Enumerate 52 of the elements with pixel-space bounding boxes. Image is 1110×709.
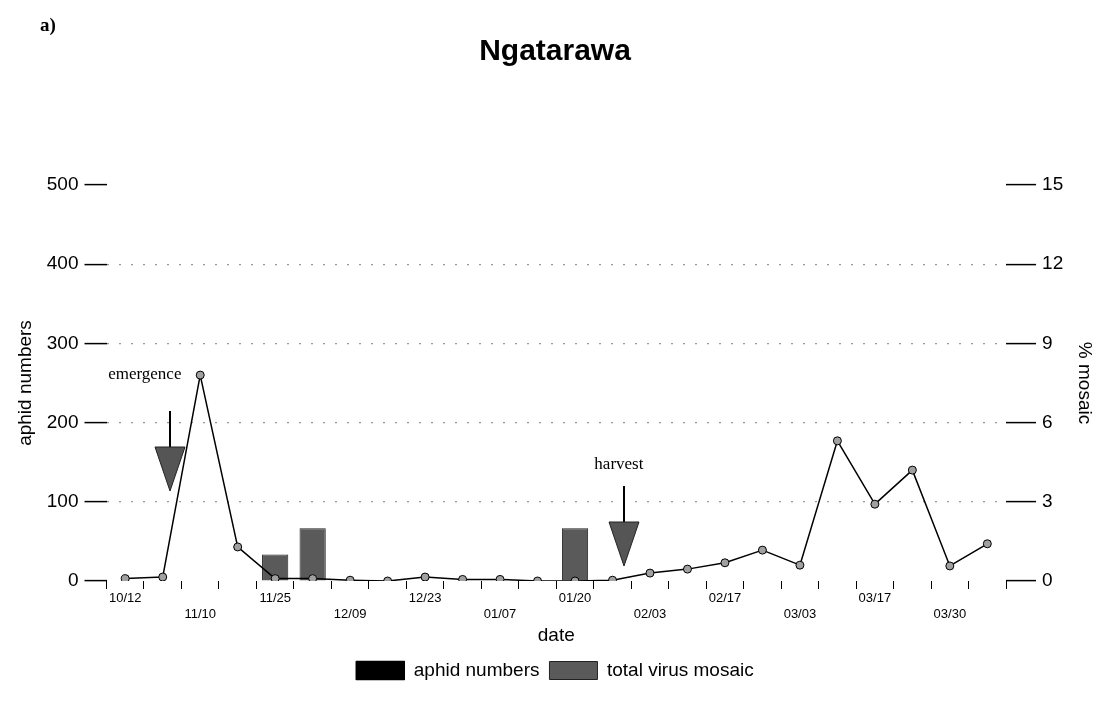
y-tick-label: 0 xyxy=(67,569,79,591)
point xyxy=(645,568,655,578)
point xyxy=(907,465,917,475)
point xyxy=(308,574,318,581)
y2-tick-label: 6 xyxy=(1042,410,1053,432)
point xyxy=(420,572,430,581)
y2-tick-label: 9 xyxy=(1042,331,1053,353)
y2-axis-title: % mosaic xyxy=(1075,341,1097,425)
x-tick-label: 11/10 xyxy=(184,605,216,621)
point xyxy=(757,545,767,555)
annotation: emergence xyxy=(108,364,182,384)
y2-tick-label: 3 xyxy=(1042,490,1053,512)
x-tick-label: 03/03 xyxy=(783,605,817,621)
annotation: harvest xyxy=(594,454,644,474)
y2-tick-label: 15 xyxy=(1042,173,1064,195)
legend-label: total virus mosaic xyxy=(606,658,754,680)
point xyxy=(233,542,243,552)
point xyxy=(795,560,805,570)
point xyxy=(870,499,880,509)
y2-tick-label: 0 xyxy=(1042,569,1053,591)
x-tick-label: 03/17 xyxy=(858,590,892,606)
y-tick-label: 400 xyxy=(46,252,79,274)
x-tick-label: 10/12 xyxy=(108,590,142,606)
text: a) xyxy=(40,14,56,36)
y-tick-label: 100 xyxy=(46,490,79,512)
x-tick-label: 12/09 xyxy=(333,605,367,621)
point xyxy=(495,574,505,581)
point xyxy=(158,572,168,581)
y-axis-title: aphid numbers xyxy=(13,320,35,446)
point xyxy=(270,574,280,581)
point xyxy=(945,561,955,571)
point xyxy=(195,370,205,380)
x-axis-title: date xyxy=(537,623,575,645)
x-tick-label: 03/30 xyxy=(933,605,967,621)
point xyxy=(720,558,730,568)
y-tick-label: 200 xyxy=(46,410,79,432)
point xyxy=(982,539,992,549)
y2-tick-label: 12 xyxy=(1042,252,1064,274)
legend-label: aphid numbers xyxy=(413,658,540,680)
y-tick-label: 500 xyxy=(46,173,79,195)
x-tick-label: 01/20 xyxy=(558,590,592,606)
x-tick-label: 11/25 xyxy=(259,590,291,606)
x-tick-label: 12/23 xyxy=(408,590,442,606)
point xyxy=(120,574,130,581)
point xyxy=(458,574,468,581)
x-tick-label: 02/03 xyxy=(633,605,667,621)
y-tick-label: 300 xyxy=(46,331,79,353)
x-tick-label: 01/07 xyxy=(483,605,517,621)
chart-title: Ngatarawa xyxy=(479,33,632,67)
point xyxy=(832,436,842,446)
point xyxy=(682,564,692,574)
x-tick-label: 02/17 xyxy=(708,590,742,606)
